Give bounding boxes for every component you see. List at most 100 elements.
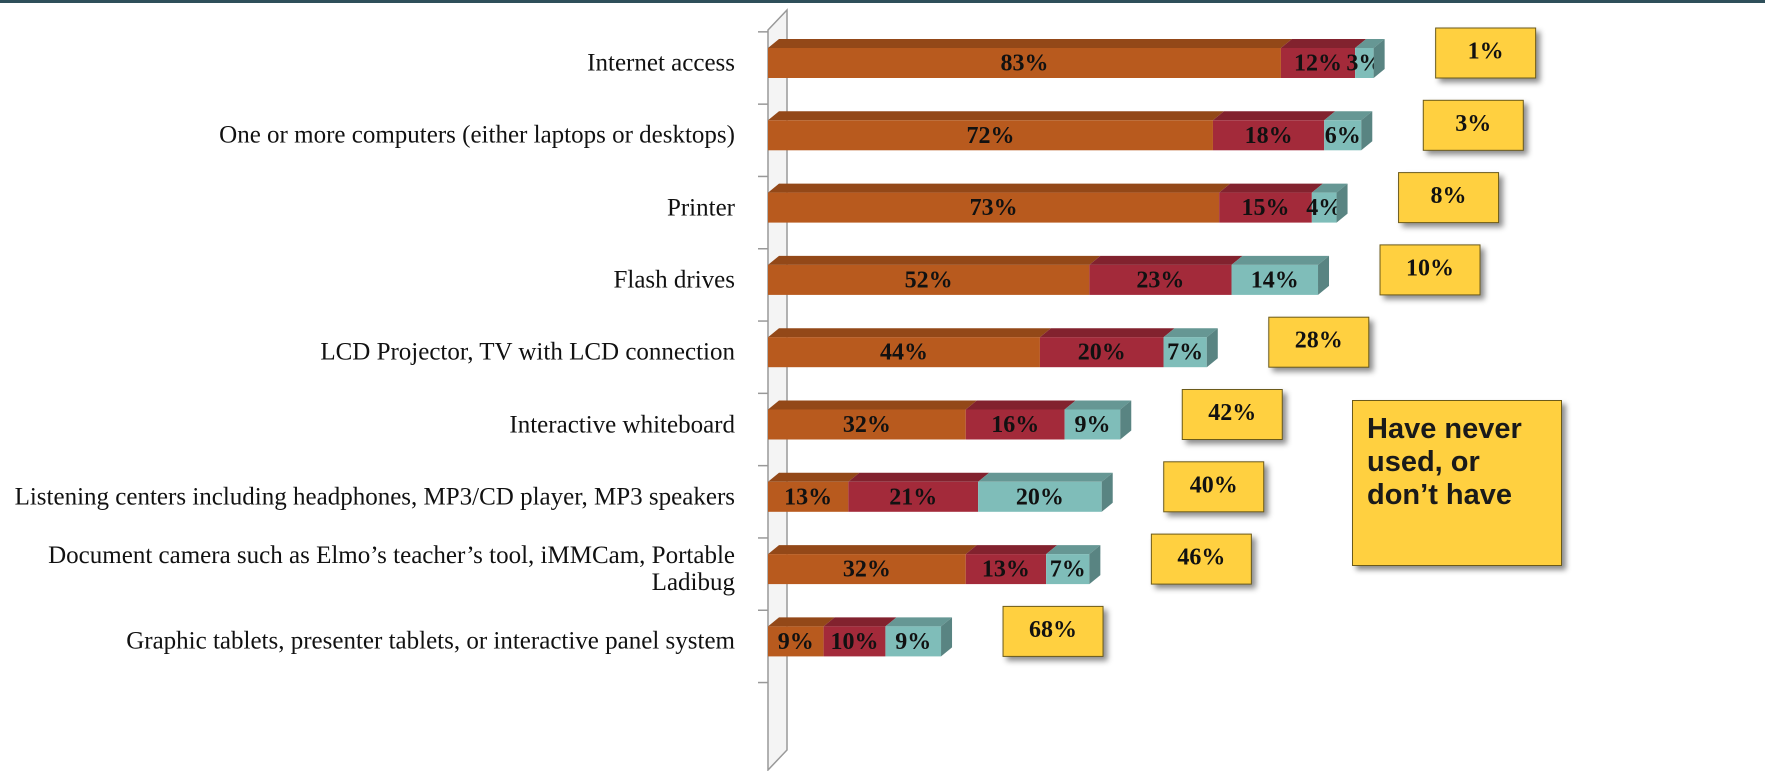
bar: [965, 554, 1047, 585]
category-label: Printer: [666, 194, 735, 222]
bar: [1280, 48, 1356, 78]
bar-top: [1311, 183, 1348, 193]
data-label: 13%: [784, 484, 832, 510]
category-label: Interactive whiteboard: [509, 411, 735, 438]
data-label: 44%: [880, 340, 928, 366]
bar: [1212, 120, 1325, 151]
never-used-box: [1435, 27, 1537, 79]
bar-side: [941, 617, 953, 657]
bar-top: [1212, 111, 1336, 121]
bar-top: [965, 400, 1076, 410]
bar: [768, 481, 849, 512]
bar-top: [768, 617, 835, 627]
bar: [768, 192, 1220, 223]
bar: [768, 120, 1213, 151]
never-used-label: 1%: [1468, 39, 1504, 65]
bar: [768, 337, 1040, 368]
bar-top: [1064, 400, 1132, 410]
legend: Have never used, or don’t have: [1352, 400, 1562, 566]
never-used-label: 40%: [1190, 472, 1238, 498]
data-label: 13%: [982, 557, 1030, 583]
bar-top: [965, 545, 1058, 555]
bar: [1219, 192, 1312, 223]
data-label: 21%: [889, 484, 937, 510]
bar: [1163, 337, 1207, 368]
data-label: 6%: [1325, 123, 1361, 149]
data-label: 7%: [1050, 557, 1086, 583]
data-label: 10%: [831, 629, 879, 655]
data-label: 52%: [905, 267, 953, 293]
never-used-box: [1379, 244, 1481, 296]
category-label: Document camera such as Elmo’s teacher’s…: [48, 542, 735, 597]
bar-side: [1373, 39, 1385, 78]
never-used-label: 10%: [1406, 255, 1454, 281]
data-label: 73%: [970, 195, 1018, 221]
data-label: 16%: [991, 412, 1039, 438]
data-label: 18%: [1245, 123, 1293, 149]
bar-top: [1219, 183, 1323, 193]
bar-side: [1120, 400, 1132, 440]
bar-side: [1336, 183, 1348, 223]
bar-side: [1101, 472, 1113, 512]
data-label: 12%: [1294, 51, 1342, 77]
data-label: 20%: [1016, 484, 1064, 510]
bar-top: [768, 183, 1231, 193]
bar: [885, 626, 942, 657]
never-used-label: 28%: [1295, 328, 1343, 354]
data-label: 23%: [1136, 267, 1184, 293]
never-used-box: [1422, 99, 1524, 151]
bar: [768, 554, 966, 585]
never-used-label: 3%: [1455, 111, 1491, 137]
data-label: 15%: [1241, 195, 1289, 221]
bar: [1355, 48, 1374, 78]
never-used-box: [1181, 389, 1283, 440]
data-label: 9%: [895, 629, 931, 655]
bar-top: [885, 617, 953, 627]
bar: [1064, 409, 1121, 440]
bar: [1311, 192, 1337, 223]
category-label: Internet access: [587, 49, 735, 77]
never-used-box: [1002, 605, 1104, 657]
bar-top: [1280, 39, 1367, 48]
data-label: 9%: [1074, 412, 1110, 438]
data-label: 7%: [1167, 340, 1203, 366]
data-label: 83%: [1000, 51, 1048, 77]
never-used-label: 68%: [1029, 617, 1077, 643]
bar: [823, 626, 886, 657]
bar-top: [768, 545, 977, 555]
bar: [768, 409, 966, 440]
bar-top: [768, 111, 1224, 121]
category-label: Flash drives: [613, 266, 735, 294]
data-label: 9%: [778, 629, 814, 655]
bar: [1046, 554, 1090, 585]
never-used-box: [1150, 533, 1252, 585]
bar: [1089, 264, 1232, 295]
never-used-label: 42%: [1208, 400, 1256, 426]
bar-top: [768, 328, 1051, 338]
category-label: One or more computers (either laptops or…: [219, 121, 735, 149]
bar-top: [1046, 545, 1101, 555]
category-label: Listening centers including headphones, …: [14, 483, 735, 511]
bar-top: [1355, 39, 1385, 48]
data-label: 20%: [1078, 340, 1126, 366]
bar-top: [848, 472, 990, 482]
bar: [848, 481, 979, 512]
bar-side: [1361, 111, 1373, 151]
bar-top: [1039, 328, 1175, 338]
bar-side: [1206, 328, 1218, 368]
bar-top: [768, 400, 977, 410]
bar: [768, 48, 1281, 78]
bar: [1231, 264, 1319, 295]
bar: [768, 626, 824, 657]
never-used-box: [1398, 172, 1500, 224]
category-label: Graphic tablets, presenter tablets, or i…: [126, 627, 735, 655]
data-label: 32%: [843, 412, 891, 438]
bar-top: [1231, 255, 1330, 265]
bar: [1324, 120, 1362, 151]
bar-side: [1089, 545, 1101, 585]
bar-top: [978, 472, 1113, 482]
bar: [768, 264, 1090, 295]
bar-top: [768, 39, 1292, 48]
bar-top: [768, 472, 860, 482]
